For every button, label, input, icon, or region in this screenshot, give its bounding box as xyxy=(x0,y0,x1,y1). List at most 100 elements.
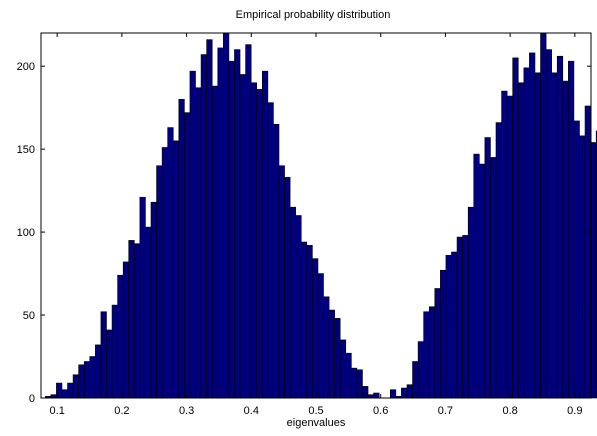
histogram-bar xyxy=(501,90,508,399)
histogram-bar xyxy=(406,384,413,399)
histogram-bar xyxy=(328,309,335,399)
histogram-bar xyxy=(111,304,118,399)
histogram-bar xyxy=(362,386,369,399)
x-tick-label: 0.6 xyxy=(373,405,388,417)
y-tick-label: 0 xyxy=(29,393,35,405)
y-tick-label: 200 xyxy=(17,61,35,73)
histogram-bar xyxy=(412,361,419,399)
histogram-bar xyxy=(245,44,252,399)
histogram-bar xyxy=(334,318,341,399)
histogram-bar xyxy=(551,72,558,399)
histogram-bar xyxy=(239,74,246,399)
y-axis: 0 50 100 150 200 xyxy=(17,61,591,405)
histogram-bar xyxy=(579,135,586,399)
histogram-bar xyxy=(317,273,324,399)
histogram-bar xyxy=(490,157,497,399)
histogram-bar xyxy=(323,296,330,399)
histogram-bar xyxy=(67,382,74,399)
x-tick-label: 0.5 xyxy=(308,405,323,417)
histogram-bar xyxy=(78,364,85,399)
histogram-bar xyxy=(523,67,530,399)
histogram-bar xyxy=(217,47,224,399)
histogram-bar xyxy=(440,269,447,399)
histogram-bar xyxy=(89,356,96,399)
histogram-bar xyxy=(312,258,319,399)
histogram-bar xyxy=(250,82,258,399)
histogram-bar xyxy=(423,311,430,399)
x-tick-label: 0.1 xyxy=(50,405,65,417)
histogram-bar xyxy=(206,39,213,399)
histogram-bar xyxy=(568,60,575,399)
x-tick-label: 0.4 xyxy=(244,405,259,417)
histogram-bar xyxy=(456,236,463,399)
histogram-bar xyxy=(234,49,241,399)
histogram-bar xyxy=(72,374,79,399)
x-axis: 0.1 0.2 0.3 0.4 0.5 0.6 0.7 0.8 0.9 xyxy=(50,33,582,417)
histogram-bar xyxy=(95,344,102,399)
histogram-bar xyxy=(573,120,580,399)
histogram-bar xyxy=(473,153,480,399)
histogram-bar xyxy=(545,49,552,399)
histogram-bar xyxy=(161,147,168,399)
x-axis-label: eigenvalues xyxy=(287,417,346,429)
histogram-bar xyxy=(351,367,358,399)
y-tick-label: 100 xyxy=(17,227,35,239)
histogram-bar xyxy=(256,89,263,399)
x-tick-label: 0.8 xyxy=(502,405,517,417)
histogram-bar xyxy=(61,389,68,399)
histogram-bar xyxy=(428,306,436,399)
histogram-bar xyxy=(211,85,219,399)
histogram-bar xyxy=(122,261,130,399)
histogram-bar xyxy=(150,201,157,399)
histogram-bar xyxy=(139,196,146,399)
histogram-bar xyxy=(534,72,541,399)
histogram-bar xyxy=(106,329,113,399)
histogram-bar xyxy=(289,206,296,399)
histogram-bar xyxy=(267,102,274,399)
histogram-bar xyxy=(156,165,163,399)
histogram-bar xyxy=(200,54,207,399)
histogram-bar xyxy=(228,60,235,399)
histogram-bar xyxy=(184,112,191,399)
histogram-bar xyxy=(172,140,180,399)
histogram-bar xyxy=(345,352,352,399)
histogram-bar xyxy=(556,55,564,399)
histogram-bars xyxy=(44,32,597,399)
histogram-bar xyxy=(484,137,491,399)
histogram-bar xyxy=(445,255,452,399)
histogram-bar xyxy=(295,215,302,399)
histogram-bar xyxy=(167,127,174,399)
histogram-bar xyxy=(339,339,347,399)
histogram-bar xyxy=(145,226,152,399)
x-tick-label: 0.2 xyxy=(114,405,129,417)
histogram-bar xyxy=(540,32,547,399)
histogram-bar xyxy=(117,274,124,399)
histogram-bar xyxy=(178,99,185,399)
histogram-bar xyxy=(306,245,313,399)
x-tick-label: 0.9 xyxy=(567,405,582,417)
y-tick-label: 150 xyxy=(17,144,35,156)
histogram-bar xyxy=(223,32,230,399)
histogram-bar xyxy=(373,392,380,399)
histogram-bar xyxy=(261,70,269,399)
histogram-bar xyxy=(273,123,280,399)
x-tick-label: 0.3 xyxy=(179,405,194,417)
histogram-bar xyxy=(278,165,285,399)
histogram-bar xyxy=(83,361,91,399)
histogram-bar xyxy=(389,389,397,399)
histogram-bar xyxy=(562,80,569,399)
histogram-bar xyxy=(506,95,514,399)
histogram-bar xyxy=(100,311,107,399)
histogram-bar xyxy=(284,177,291,399)
histogram-bar xyxy=(479,163,486,399)
histogram-bar xyxy=(462,235,469,399)
x-tick-label: 0.7 xyxy=(438,405,453,417)
histogram-bar xyxy=(189,70,196,399)
histogram-bar xyxy=(401,387,408,399)
histogram-bar xyxy=(300,241,308,399)
chart-title: Empirical probability distribution xyxy=(236,9,391,21)
histogram-bar xyxy=(195,87,202,399)
histogram-bar xyxy=(517,82,525,399)
